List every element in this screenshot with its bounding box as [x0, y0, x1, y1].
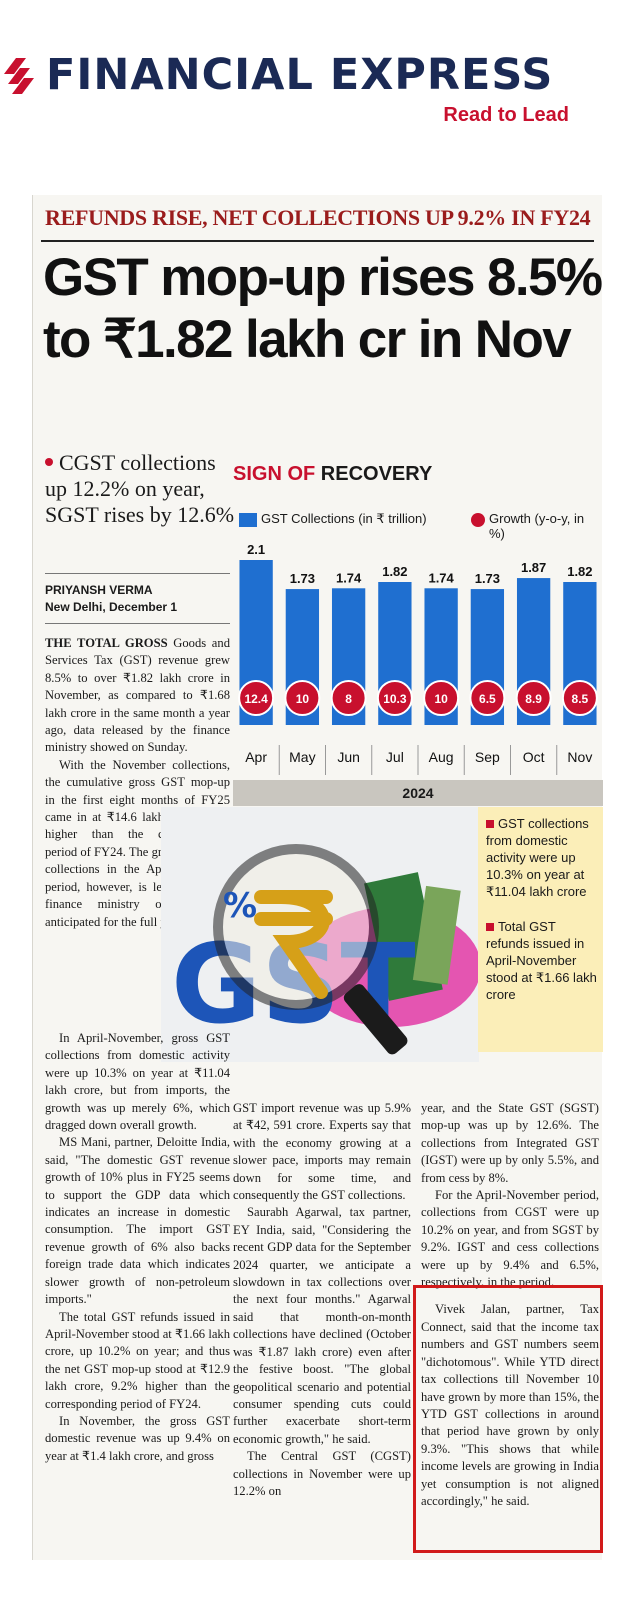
deck: CGST collections up 12.2% on year, SGST … — [45, 450, 235, 528]
bar-value-label: 1.73 — [290, 571, 315, 586]
paragraph: The total GST refunds issued in April-No… — [45, 1309, 230, 1411]
bar-value-label: 1.74 — [428, 570, 454, 585]
chart-title-part-1: SIGN OF — [233, 463, 316, 485]
paragraph: year, and the State GST (SGST) mop-up wa… — [421, 1101, 599, 1185]
paragraph: THE TOTAL GROSS Goods and Services Tax (… — [45, 635, 230, 757]
legend-swatch-growth — [471, 513, 485, 527]
article-column-lower-3: year, and the State GST (SGST) mop-up wa… — [421, 1100, 599, 1510]
sidebar-point: GST collections from domestic activity w… — [486, 815, 597, 900]
month-tick-label: Aug — [429, 749, 454, 765]
growth-marker — [376, 680, 413, 716]
headline: GST mop-up rises 8.5% to ₹1.82 lakh cr i… — [43, 247, 603, 371]
growth-marker — [238, 680, 275, 716]
sidebar-point: Total GST refunds issued in April-Novemb… — [486, 918, 597, 1003]
month-tick-label: Apr — [245, 749, 267, 765]
growth-marker — [423, 680, 460, 716]
growth-marker — [284, 680, 321, 716]
month-tick-label: Oct — [523, 749, 545, 765]
month-tick-label: May — [289, 749, 315, 765]
month-tick-label: Sep — [475, 749, 500, 765]
legend-label-collections: GST Collections (in ₹ trillion) — [261, 511, 427, 526]
bar-value-label: 1.87 — [521, 560, 546, 575]
bar-value-label: 1.82 — [382, 564, 407, 579]
article-column-lower-2: GST import revenue was up 5.9% at ₹42, 5… — [233, 1100, 411, 1500]
month-tick-label: Jun — [337, 749, 360, 765]
magnifier-handle — [343, 984, 408, 1055]
month-tick-label: Jul — [386, 749, 404, 765]
paragraph: For the April-November period, collectio… — [421, 1188, 599, 1290]
growth-marker — [469, 680, 506, 716]
article-column-lower-1: In April-November, gross GST collections… — [45, 1030, 230, 1465]
growth-value-label: 8.9 — [525, 692, 542, 706]
growth-marker — [330, 680, 367, 716]
kicker: REFUNDS RISE, NET COLLECTIONS UP 9.2% IN… — [45, 205, 591, 230]
paragraph-text: Goods and Services Tax (GST) revenue gre… — [45, 636, 230, 755]
legend-label-growth: Growth (y-o-y, in %) — [489, 511, 585, 541]
percent-tag-icon: % — [223, 886, 257, 926]
growth-value-label: 10 — [296, 692, 310, 706]
gst-bar-chart: 2.1 12.4 Apr 1.73 10 May 1.74 8 Jun 1.82 10.3 Jul 1.… — [238, 542, 598, 775]
brand-tagline: Read to Lead — [443, 104, 569, 126]
chart-title: SIGN OF RECOVERY — [233, 463, 432, 486]
growth-value-label: 12.4 — [244, 692, 268, 706]
bar-value-label: 1.73 — [475, 571, 500, 586]
masthead: FINANCIAL EXPRESS Read to Lead — [0, 40, 623, 140]
divider — [41, 240, 594, 242]
paragraph: MS Mani, partner, Deloitte India, said, … — [45, 1135, 230, 1307]
sidebar-point-text: GST collections from domestic activity w… — [486, 816, 589, 899]
growth-value-label: 10 — [434, 692, 448, 706]
paragraph: In November, the gross GST domestic reve… — [45, 1413, 230, 1463]
highlight-box — [413, 1285, 603, 1553]
legend-swatch-collections — [239, 513, 257, 527]
sidebar-point-text: Total GST refunds issued in April-Novemb… — [486, 919, 597, 1002]
gst-magnifier-illustration: GST % — [161, 807, 479, 1062]
paragraph: GST import revenue was up 5.9% at ₹42, 5… — [233, 1101, 411, 1203]
bar-value-label: 2.1 — [247, 542, 265, 557]
bullet-icon — [45, 457, 53, 466]
growth-value-label: 6.5 — [479, 692, 496, 706]
headline-line-1: GST mop-up rises 8.5% — [43, 248, 603, 307]
growth-marker — [561, 680, 598, 716]
chart-year-band: 2024 — [233, 780, 603, 806]
paragraph: Saurabh Agarwal, tax partner, EY India, … — [233, 1205, 411, 1446]
divider — [45, 573, 230, 574]
bar-value-label: 1.82 — [567, 564, 592, 579]
sidebar-panel: GST collections from domestic activity w… — [478, 807, 603, 1052]
headline-line-2: to ₹1.82 lakh cr in Nov — [43, 310, 572, 369]
growth-value-label: 10.3 — [383, 692, 407, 706]
paragraph: The Central GST (CGST) collections in No… — [233, 1449, 411, 1498]
bar-value-label: 1.74 — [336, 570, 362, 585]
chart-title-part-2: RECOVERY — [320, 463, 433, 485]
growth-value-label: 8.5 — [572, 692, 589, 706]
quote-paragraph: Vivek Jalan, partner, Tax Connect, said … — [421, 1302, 599, 1508]
square-bullet-icon — [486, 820, 494, 828]
lead-in: THE TOTAL GROSS — [45, 636, 168, 650]
brand-name[interactable]: FINANCIAL EXPRESS — [46, 50, 554, 100]
growth-value-label: 8 — [345, 692, 352, 706]
growth-marker — [515, 680, 552, 716]
newspaper-clipping: REFUNDS RISE, NET COLLECTIONS UP 9.2% IN… — [32, 195, 603, 1560]
month-tick-label: Nov — [567, 749, 592, 765]
chart-legend: GST Collections (in ₹ trillion) Growth (… — [233, 510, 603, 541]
paragraph: In April-November, gross GST collections… — [45, 1031, 230, 1133]
fe-slash-logo-icon — [4, 58, 34, 94]
dateline: New Delhi, December 1 — [45, 600, 178, 614]
divider — [45, 623, 230, 624]
rupee-icon — [254, 890, 333, 999]
author: PRIYANSH VERMA — [45, 583, 153, 597]
deck-text: CGST collections up 12.2% on year, SGST … — [45, 450, 235, 527]
square-bullet-icon — [486, 923, 494, 931]
